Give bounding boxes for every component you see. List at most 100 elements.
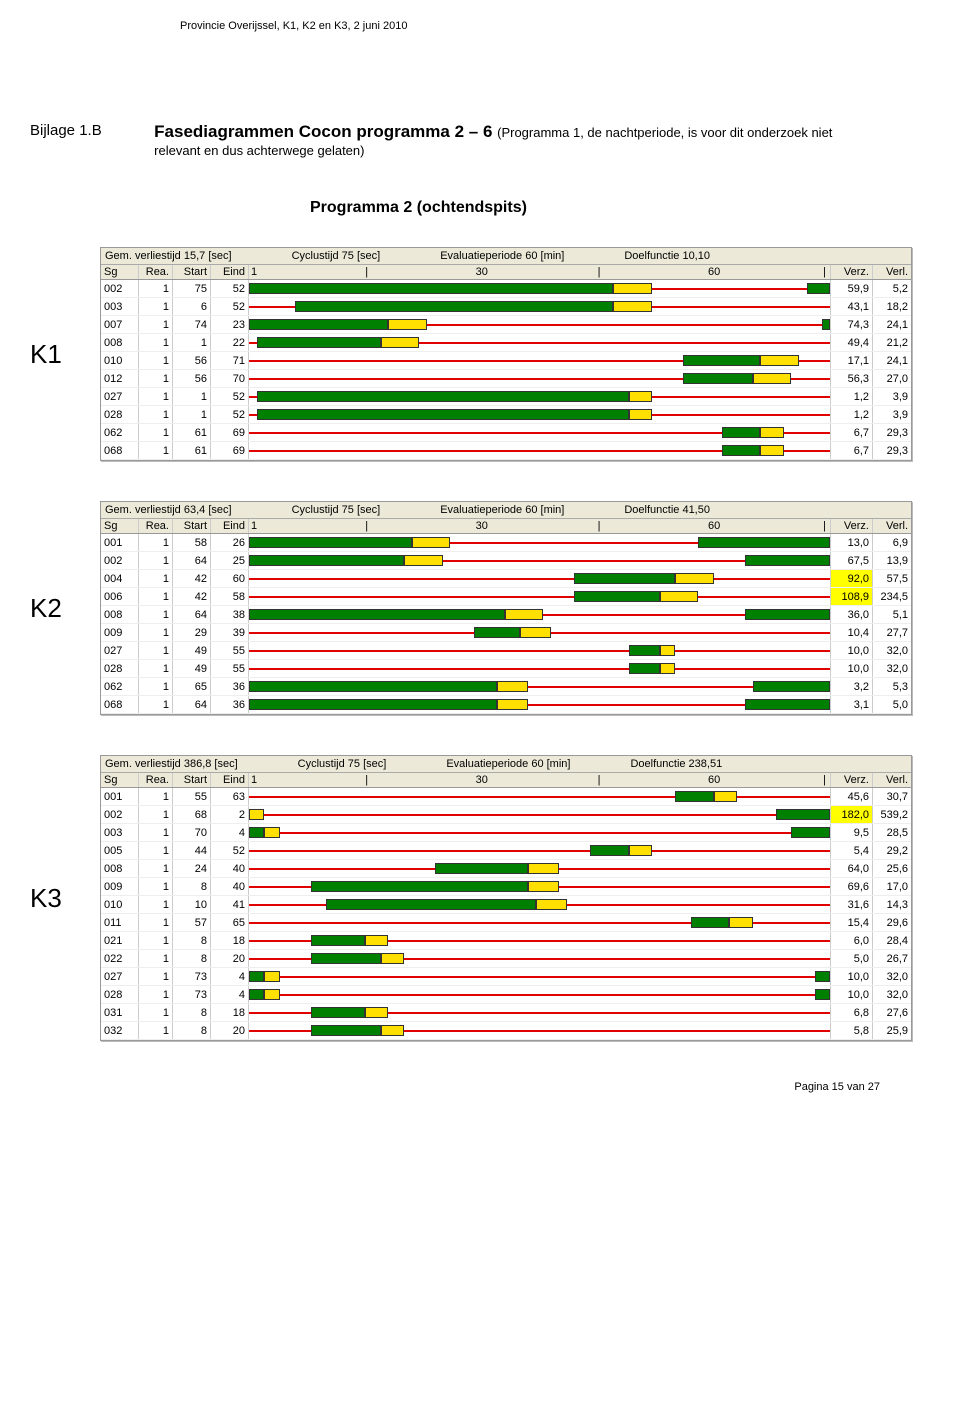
cell-verz: 108,9 [831,588,873,605]
cell-start: 64 [173,552,211,569]
col-header-chart-axis: 1|30|60| [249,265,831,279]
cell-verz: 49,4 [831,334,873,351]
cell-start: 74 [173,316,211,333]
yellow-phase-bar [388,319,427,330]
red-baseline [249,994,830,996]
k-label: K3 [30,883,100,914]
cell-start: 8 [173,1004,211,1021]
col-header-rea: Rea. [139,773,173,787]
cell-verl: 18,2 [873,298,911,315]
yellow-phase-bar [249,809,264,820]
cell-start: 44 [173,842,211,859]
cell-verl: 27,7 [873,624,911,641]
cell-start: 75 [173,280,211,297]
section-title: Bijlage 1.B Fasediagrammen Cocon program… [30,122,930,159]
cell-verl: 27,6 [873,1004,911,1021]
cell-verz: 6,7 [831,424,873,441]
cell-verz: 67,5 [831,552,873,569]
cell-eind: 52 [211,406,249,423]
cell-verz: 31,6 [831,896,873,913]
cell-start: 57 [173,914,211,931]
cell-sg: 006 [101,588,139,605]
cell-sg: 002 [101,552,139,569]
cell-sg: 027 [101,642,139,659]
cell-verl: 5,2 [873,280,911,297]
axis-tick-mark: | [365,520,368,532]
green-phase-bar [311,1025,381,1036]
yellow-phase-bar [381,953,404,964]
cell-eind: 40 [211,860,249,877]
yellow-phase-bar [404,555,443,566]
cell-verl: 24,1 [873,352,911,369]
cell-sg: 003 [101,298,139,315]
table-row: 00614258108,9234,5 [101,588,911,606]
cell-sg: 009 [101,878,139,895]
cell-eind: 18 [211,932,249,949]
cell-rea: 1 [139,570,173,587]
cell-rea: 1 [139,696,173,713]
red-baseline [249,796,830,798]
green-phase-bar [683,355,760,366]
green-phase-bar [815,989,830,1000]
green-phase-bar [249,827,264,838]
cell-rea: 1 [139,824,173,841]
green-phase-bar [722,427,761,438]
cell-sg: 002 [101,806,139,823]
table-row: 027173410,032,0 [101,968,911,986]
table-row: 0021682182,0539,2 [101,806,911,824]
col-header-chart-axis: 1|30|60| [249,773,831,787]
cell-verl: 25,9 [873,1022,911,1039]
col-header-verl: Verl. [873,265,911,279]
phase-bar-chart [249,370,831,387]
cell-eind: 4 [211,986,249,1003]
table-row: 03118186,827,6 [101,1004,911,1022]
col-header-sg: Sg [101,773,139,787]
phase-bar-chart [249,1004,831,1021]
axis-tick-mark: | [823,520,826,532]
phase-diagram: Gem. verliestijd 386,8 [sec]Cyclustijd 7… [100,755,912,1041]
cell-eind: 20 [211,950,249,967]
green-phase-bar [683,373,753,384]
red-baseline [249,596,830,598]
cell-verl: 539,2 [873,806,911,823]
axis-tick-mark: | [823,266,826,278]
cell-eind: 71 [211,352,249,369]
red-baseline [249,668,830,670]
green-phase-bar [629,663,660,674]
table-row: 02711521,23,9 [101,388,911,406]
cell-sg: 062 [101,424,139,441]
cell-eind: 55 [211,642,249,659]
yellow-phase-bar [714,791,737,802]
col-header-chart-axis: 1|30|60| [249,519,831,533]
green-phase-bar [791,827,830,838]
diagram-column-header: SgRea.StartEind1|30|60|Verz.Verl. [101,519,911,534]
diagram-rows: 0011556345,630,70021682182,0539,20031704… [101,788,911,1040]
cell-eind: 60 [211,570,249,587]
green-phase-bar [698,537,830,548]
meta-cyclus: Cyclustijd 75 [sec] [298,758,387,770]
cell-verz: 64,0 [831,860,873,877]
col-header-verz: Verz. [831,773,873,787]
cell-rea: 1 [139,370,173,387]
cell-verl: 6,9 [873,534,911,551]
green-phase-bar [745,699,830,710]
cell-sg: 028 [101,406,139,423]
cell-verl: 234,5 [873,588,911,605]
phase-bar-chart [249,624,831,641]
red-baseline [249,814,830,816]
green-phase-bar [776,809,830,820]
cell-verz: 59,9 [831,280,873,297]
diagram-meta-header: Gem. verliestijd 386,8 [sec]Cyclustijd 7… [101,756,911,773]
cell-verz: 10,0 [831,986,873,1003]
cell-start: 68 [173,806,211,823]
cell-sg: 021 [101,932,139,949]
cell-verl: 29,6 [873,914,911,931]
cell-verl: 32,0 [873,968,911,985]
cell-rea: 1 [139,588,173,605]
cell-sg: 012 [101,370,139,387]
section-label: Bijlage 1.B [30,122,150,139]
cell-eind: 26 [211,534,249,551]
cell-sg: 027 [101,968,139,985]
cell-eind: 40 [211,878,249,895]
cell-sg: 009 [101,624,139,641]
